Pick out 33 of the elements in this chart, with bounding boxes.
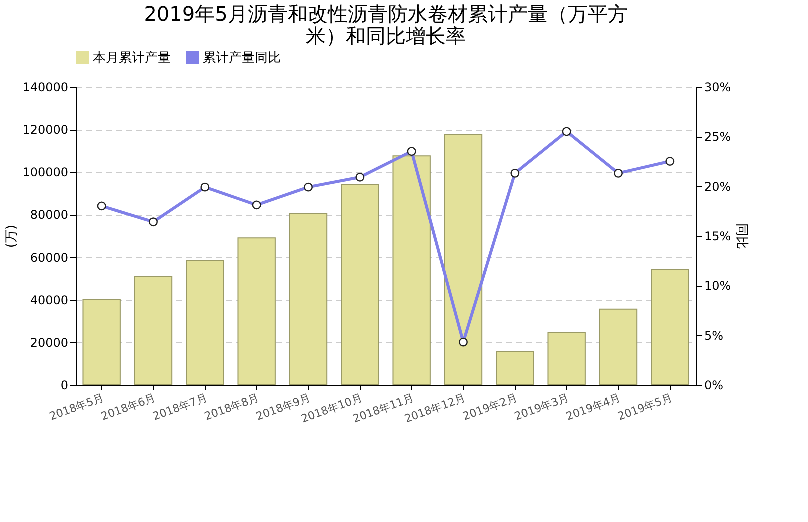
bar	[186, 260, 224, 386]
y-tick-label: 60000	[30, 250, 68, 265]
y2-tick-label: 30%	[704, 80, 732, 94]
y-tick-label: 20000	[30, 336, 68, 350]
y-tick-label: 80000	[30, 208, 68, 222]
bar	[392, 156, 431, 386]
legend-label: 累计产量同比	[203, 50, 281, 66]
bar	[496, 352, 534, 386]
y-axis-title: (万)	[4, 224, 20, 248]
bar	[82, 299, 121, 386]
y2-tick-label: 5%	[704, 328, 724, 343]
y2-tick-label: 0%	[704, 378, 724, 392]
bar	[341, 184, 380, 386]
bar	[651, 270, 690, 386]
bar	[548, 332, 586, 386]
y-tick-label: 140000	[22, 80, 68, 94]
y2-tick-label: 10%	[704, 279, 732, 294]
bar	[134, 276, 173, 386]
y2-axis-title: 同比	[734, 224, 750, 250]
bar	[444, 134, 483, 386]
text: 米）和同比增长率	[306, 24, 466, 48]
y2-tick-label: 15%	[704, 230, 732, 244]
y-tick-label: 40000	[30, 293, 68, 308]
bar	[289, 213, 328, 386]
legend-label: 本月累计产量	[93, 50, 171, 66]
y2-tick-label: 25%	[704, 130, 732, 144]
bar	[238, 238, 276, 386]
y-tick-label: 120000	[22, 123, 68, 138]
y-tick-label: 0	[60, 378, 68, 392]
y2-tick-label: 20%	[704, 180, 732, 194]
text: 2019年5月沥青和改性沥青防水卷材累计产量（万平方	[144, 2, 628, 26]
y-tick-label: 100000	[22, 166, 68, 180]
bar	[599, 308, 638, 386]
